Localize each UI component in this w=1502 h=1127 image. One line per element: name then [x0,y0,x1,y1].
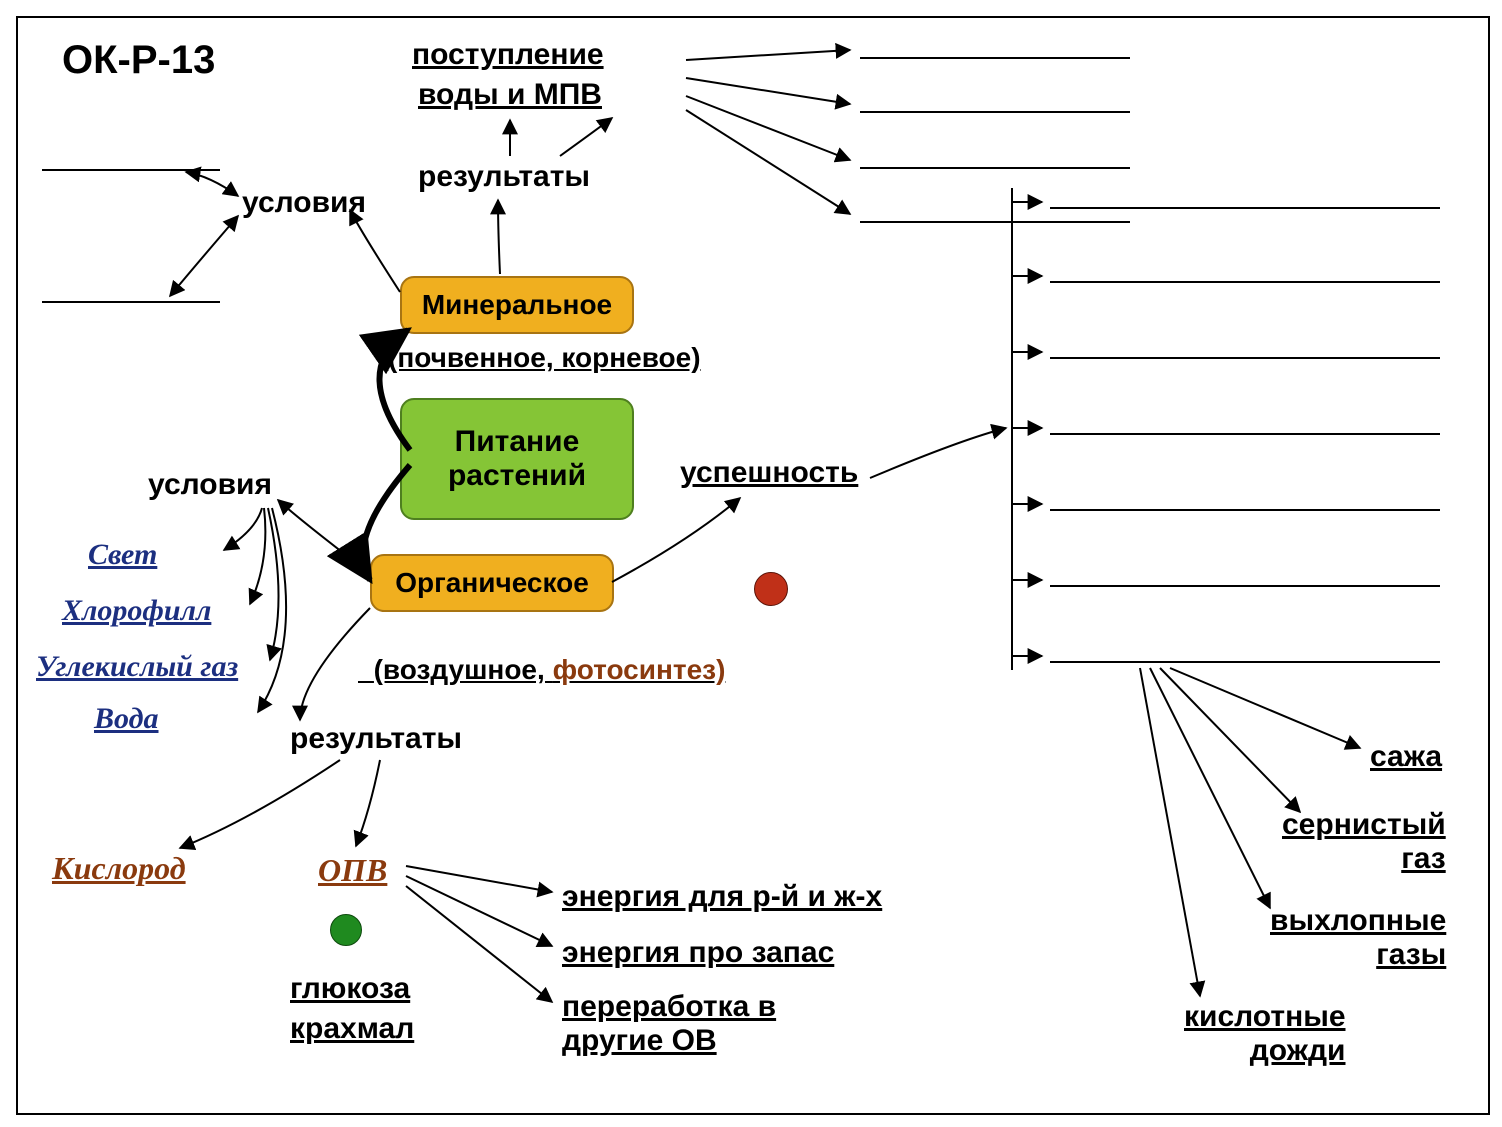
connectors [0,0,1502,1127]
